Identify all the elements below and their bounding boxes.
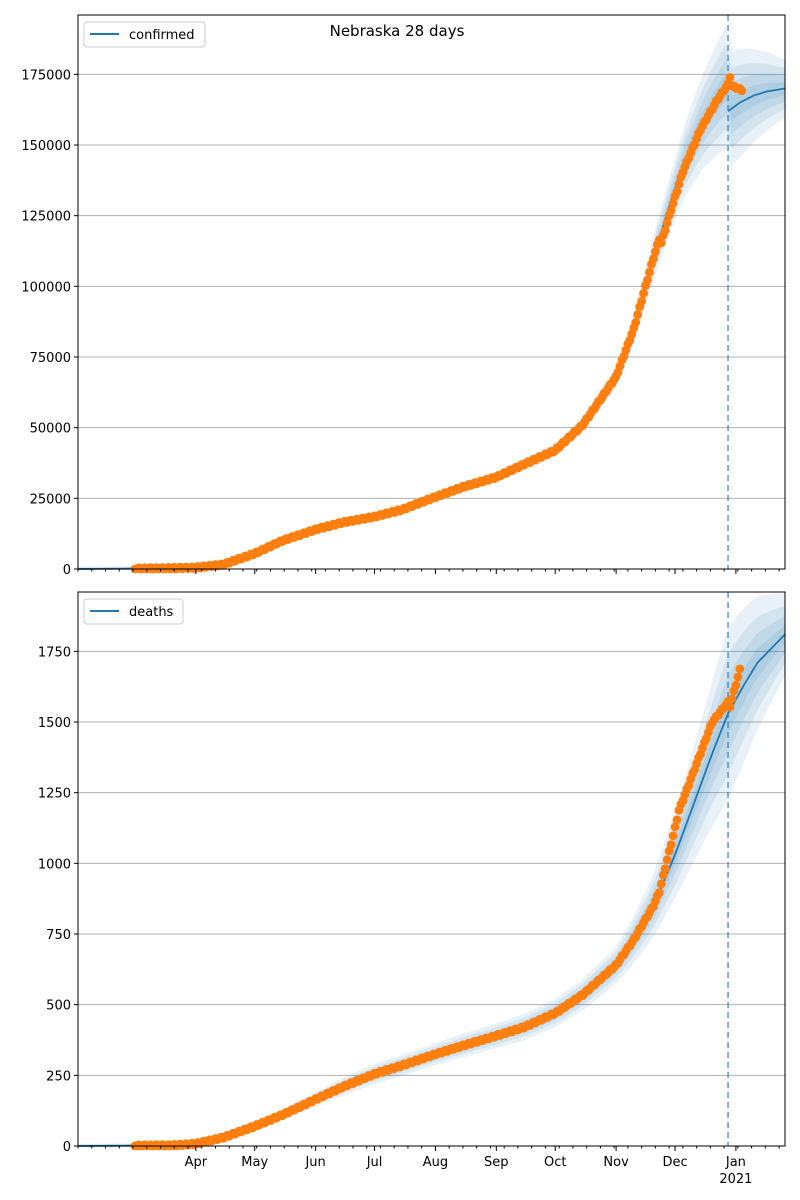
y-tick-label: 150000 xyxy=(21,139,71,154)
y-tick-label: 1500 xyxy=(38,716,71,731)
x-tick-label: Sep xyxy=(484,1155,509,1170)
y-tick-label: 1750 xyxy=(38,645,71,660)
x-tick-label: Jun xyxy=(304,1155,325,1170)
x-tick-label: Apr xyxy=(185,1155,208,1170)
observed-point xyxy=(639,289,648,298)
confirmed-legend: confirmed xyxy=(83,21,206,48)
observed-point xyxy=(633,310,643,320)
observed-point xyxy=(660,225,670,235)
y-tick-label: 750 xyxy=(46,928,71,943)
y-tick-label: 50000 xyxy=(30,422,71,437)
observed-point xyxy=(672,187,682,196)
confirmed-plot-area xyxy=(78,15,785,569)
observed-point xyxy=(645,267,654,277)
observed-point xyxy=(660,864,670,874)
y-tick-label: 25000 xyxy=(30,492,71,507)
observed-point xyxy=(727,694,737,704)
y-tick-label: 500 xyxy=(46,999,71,1014)
observed-point xyxy=(737,86,747,96)
observed-point xyxy=(666,840,676,849)
deaths-plot-frame xyxy=(77,591,786,1147)
observed-point xyxy=(650,247,660,257)
x-tick-label: Nov xyxy=(603,1155,629,1170)
deaths-observed-points xyxy=(130,664,745,1151)
forecast-line xyxy=(727,633,786,714)
x-tick-label: Oct xyxy=(544,1155,566,1170)
observed-point xyxy=(649,254,658,264)
observed-point xyxy=(672,815,682,825)
y-tick-label: 175000 xyxy=(21,68,71,83)
x-tick-label: Aug xyxy=(423,1155,448,1170)
y-tick-label: 75000 xyxy=(30,351,71,366)
x-year-label: 2021 xyxy=(719,1172,752,1187)
deaths-panel: 0 250 500 750 1000 1250 1500 1750 deaths Apr May… xyxy=(38,591,786,1187)
confirmed-legend-label: confirmed xyxy=(129,28,195,43)
observed-point xyxy=(731,680,741,690)
y-tick-label: 0 xyxy=(63,563,71,578)
confirmed-plot-frame xyxy=(77,14,786,570)
confirmed-panel: 0 25000 50000 75000 100000 125000 150000 175000… xyxy=(21,14,786,578)
observed-point xyxy=(725,73,735,82)
observed-point xyxy=(662,218,672,228)
confirmed-observed-points xyxy=(130,73,747,574)
observed-point xyxy=(725,702,735,712)
x-tick-label: May xyxy=(241,1155,268,1170)
x-tick-label: Jan xyxy=(725,1155,746,1170)
y-tick-label: 1250 xyxy=(38,787,71,802)
observed-point xyxy=(656,879,666,889)
observed-point xyxy=(733,672,743,682)
observed-point xyxy=(654,888,664,898)
x-tick-label: Jul xyxy=(366,1155,383,1170)
observed-point xyxy=(670,822,680,832)
x-axis-month-labels: Apr May Jun Jul Aug Sep Oct Nov Dec Jan 2021 xyxy=(185,1155,753,1187)
forecast-line xyxy=(727,87,786,112)
deaths-legend: deaths xyxy=(83,598,184,625)
y-tick-label: 1000 xyxy=(38,857,71,872)
y-tick-label: 100000 xyxy=(21,280,71,295)
chart-title: Nebraska 28 days xyxy=(330,22,465,40)
confirmed-grid xyxy=(78,73,785,499)
y-tick-label: 250 xyxy=(46,1069,71,1084)
observed-point xyxy=(668,831,678,841)
observed-point xyxy=(735,664,745,674)
y-tick-label: 0 xyxy=(63,1140,71,1155)
observed-point xyxy=(666,206,676,216)
x-tick-label: Dec xyxy=(662,1155,687,1170)
observed-point xyxy=(662,855,672,865)
observed-point xyxy=(674,180,684,189)
observed-point xyxy=(637,296,647,306)
confirmed-axes-ticks: 0 25000 50000 75000 100000 125000 150000 175000 xyxy=(21,68,780,578)
deaths-legend-label: deaths xyxy=(129,605,174,620)
y-tick-label: 125000 xyxy=(21,210,71,225)
observed-point xyxy=(668,199,678,208)
observed-point xyxy=(631,318,641,327)
observed-point xyxy=(656,238,666,248)
observed-point xyxy=(643,275,652,285)
